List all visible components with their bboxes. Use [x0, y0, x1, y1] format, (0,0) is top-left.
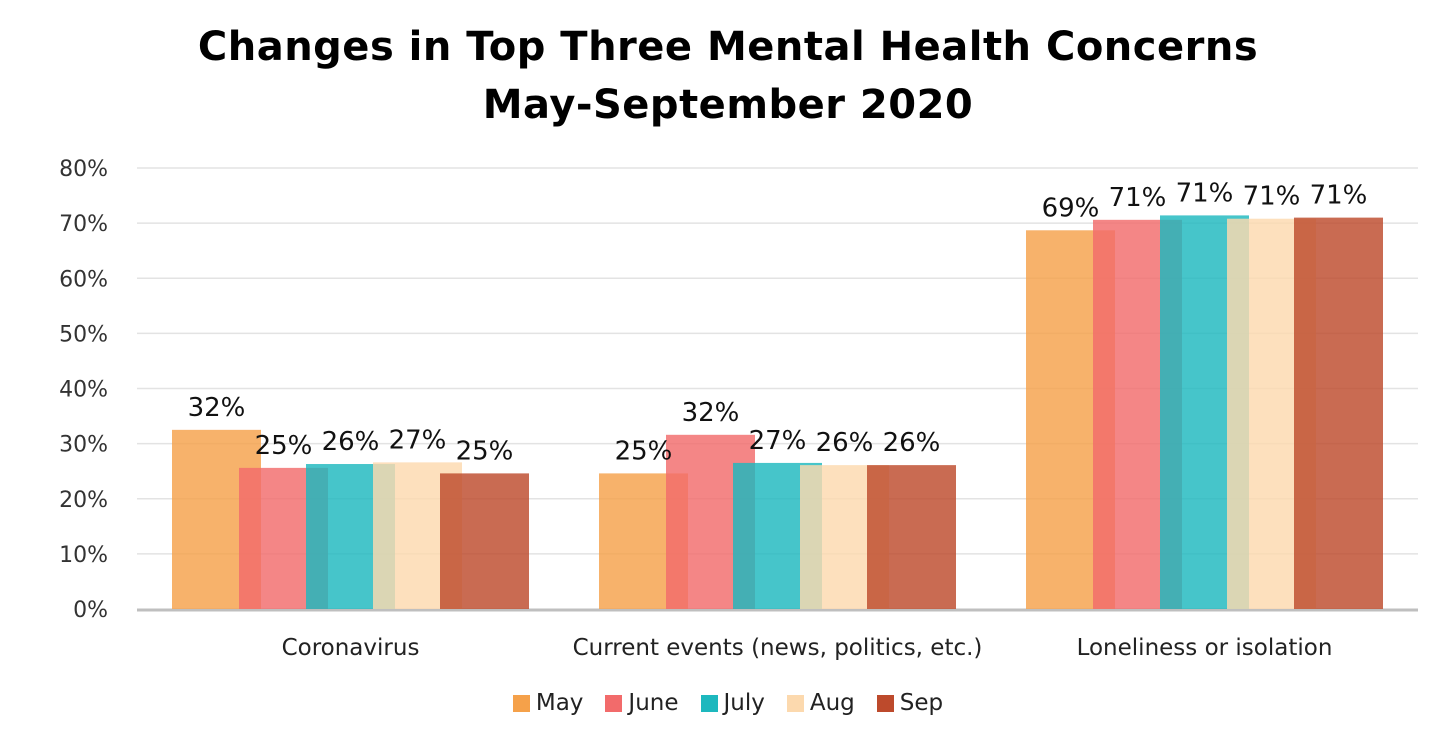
data-label: 26%	[816, 428, 874, 458]
data-label: 25%	[615, 436, 673, 466]
legend-label-may: May	[535, 690, 584, 716]
bars	[172, 215, 1383, 610]
data-label: 26%	[322, 427, 380, 457]
legend-swatch-july	[700, 694, 718, 712]
data-label: 71%	[1176, 178, 1234, 208]
data-label: 26%	[883, 428, 941, 458]
x-axis-categories: Coronavirus Current events (news, politic…	[282, 635, 1333, 661]
y-tick-label: 40%	[59, 378, 108, 403]
bar-sep	[440, 473, 529, 609]
data-label: 27%	[749, 426, 807, 456]
chart-subtitle: May-September 2020	[482, 82, 974, 128]
y-axis-ticks: 0% 10% 20% 30% 40% 50% 60% 70% 80%	[59, 157, 108, 623]
x-category-label: Loneliness or isolation	[1077, 635, 1333, 661]
data-label: 27%	[389, 425, 447, 455]
y-tick-label: 60%	[59, 267, 108, 292]
bar-sep	[867, 465, 956, 609]
y-tick-label: 20%	[59, 488, 108, 513]
y-tick-label: 10%	[59, 543, 108, 568]
chart-title-block: Changes in Top Three Mental Health Conce…	[0, 18, 1456, 134]
bar-sep	[1294, 217, 1383, 610]
legend-swatch-aug	[786, 694, 804, 712]
legend-swatch-sep	[876, 694, 894, 712]
legend-item-aug: Aug	[786, 690, 855, 716]
data-label: 69%	[1042, 193, 1100, 223]
x-category-label: Current events (news, politics, etc.)	[573, 635, 983, 661]
data-label: 71%	[1109, 183, 1167, 213]
y-tick-label: 70%	[59, 212, 108, 237]
legend-item-sep: Sep	[876, 690, 944, 716]
data-label: 25%	[456, 436, 514, 466]
data-label: 71%	[1310, 181, 1368, 211]
data-label: 71%	[1243, 182, 1301, 212]
data-label: 25%	[255, 431, 313, 461]
legend-label-july: July	[723, 690, 765, 716]
legend-swatch-may	[512, 694, 530, 712]
y-tick-label: 30%	[59, 433, 108, 458]
y-tick-label: 0%	[73, 598, 108, 623]
legend-swatch-june	[605, 694, 623, 712]
legend: May June July Aug Sep	[0, 690, 1456, 716]
x-category-label: Coronavirus	[282, 635, 420, 661]
legend-item-june: June	[605, 690, 679, 716]
legend-label-june: June	[628, 690, 679, 716]
legend-label-sep: Sep	[899, 690, 944, 716]
y-tick-label: 80%	[59, 157, 108, 182]
chart-title: Changes in Top Three Mental Health Conce…	[197, 24, 1259, 70]
legend-item-july: July	[700, 690, 765, 716]
legend-label-aug: Aug	[809, 690, 855, 716]
y-tick-label: 50%	[59, 322, 108, 347]
data-label: 32%	[188, 393, 246, 423]
data-labels: 32% 25% 26% 27% 25% 25% 32% 27% 26% 26% 69% 71% 71% 7…	[188, 178, 1368, 466]
legend-item-may: May	[512, 690, 584, 716]
data-label: 32%	[682, 398, 740, 428]
